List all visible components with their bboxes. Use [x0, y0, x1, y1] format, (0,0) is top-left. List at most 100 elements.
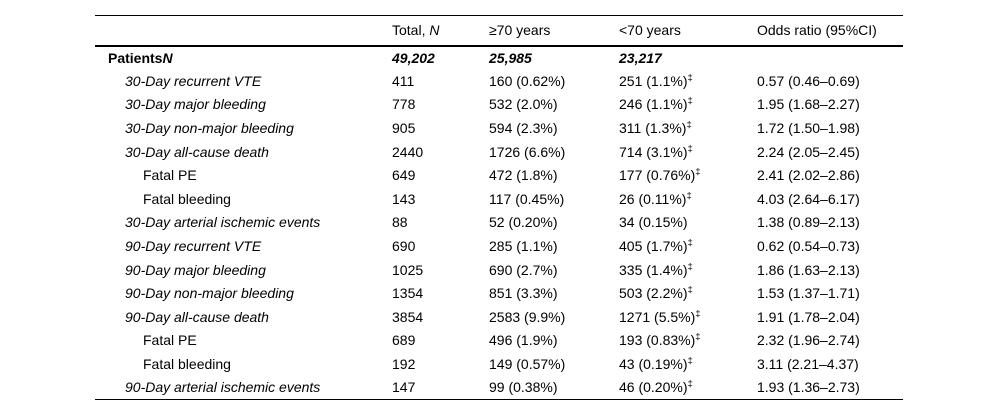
- total-cell: 689: [390, 329, 487, 353]
- odds-ratio-cell: [755, 46, 903, 70]
- odds-ratio-cell-value: 1.86 (1.63–2.13): [757, 261, 860, 278]
- odds-ratio-cell-value: 0.62 (0.54–0.73): [757, 238, 860, 255]
- header-odds-ratio: Odds ratio (95%CI): [755, 15, 903, 47]
- table-row: Fatal PE 649 472 (1.8%) 177 (0.76%)‡ 2.41 (2…: [95, 163, 903, 187]
- row-label: 30-Day major bleeding: [125, 96, 266, 113]
- row-label: 90-Day recurrent VTE: [125, 238, 262, 255]
- total-cell: 411: [390, 69, 487, 93]
- odds-ratio-cell: 1.38 (0.89–2.13): [755, 211, 903, 235]
- lt70-cell: 251 (1.1%)‡: [617, 69, 755, 93]
- ge70-cell: 149 (0.57%): [487, 352, 617, 376]
- row-label-cell: 90-Day all-cause death: [95, 305, 390, 329]
- row-label-cell: 30-Day all-cause death: [95, 140, 390, 164]
- row-label: 90-Day all-cause death: [125, 308, 269, 325]
- row-label-cell: 30-Day major bleeding: [95, 93, 390, 117]
- row-label: 30-Day non-major bleeding: [125, 120, 294, 137]
- total-cell-value: 1025: [392, 261, 424, 278]
- odds-ratio-cell: 1.72 (1.50–1.98): [755, 116, 903, 140]
- lt70-cell-value: 193 (0.83%): [619, 332, 696, 349]
- ge70-cell: 472 (1.8%): [487, 163, 617, 187]
- ge70-cell-value: 594 (2.3%): [489, 120, 558, 137]
- total-cell-value: 192: [392, 356, 416, 373]
- header-total-n-symbol: N: [429, 22, 440, 39]
- total-cell-value: 3854: [392, 308, 424, 325]
- lt70-cell: 335 (1.4%)‡: [617, 258, 755, 282]
- dagger-footnote-marker: ‡: [687, 72, 693, 84]
- lt70-cell: 26 (0.11%)‡: [617, 187, 755, 211]
- lt70-cell-value: 714 (3.1%): [619, 143, 688, 160]
- table-row: 30-Day arterial ischemic events 88 52 (0.2…: [95, 211, 903, 235]
- ge70-cell: 25,985: [487, 46, 617, 70]
- odds-ratio-cell-value: 1.93 (1.36–2.73): [757, 379, 860, 396]
- odds-ratio-cell-value: 2.41 (2.02–2.86): [757, 167, 860, 184]
- odds-ratio-cell: 3.11 (2.21–4.37): [755, 352, 903, 376]
- odds-ratio-cell-value: 1.38 (0.89–2.13): [757, 214, 860, 231]
- row-label-cell: 90-Day arterial ischemic events: [95, 376, 390, 400]
- odds-ratio-cell-value: 1.72 (1.50–1.98): [757, 120, 860, 137]
- lt70-cell: 193 (0.83%)‡: [617, 329, 755, 353]
- total-cell-value: 49,202: [392, 49, 435, 66]
- row-label: Patients: [108, 49, 163, 66]
- odds-ratio-cell: 2.41 (2.02–2.86): [755, 163, 903, 187]
- ge70-cell-value: 149 (0.57%): [489, 356, 566, 373]
- odds-ratio-cell-value: 2.24 (2.05–2.45): [757, 143, 860, 160]
- row-label: 90-Day non-major bleeding: [125, 285, 294, 302]
- row-label: Fatal bleeding: [143, 190, 231, 207]
- dagger-footnote-marker: ‡: [687, 260, 693, 272]
- row-label: 30-Day arterial ischemic events: [125, 214, 321, 231]
- total-cell-value: 143: [392, 190, 416, 207]
- row-label: 30-Day recurrent VTE: [125, 72, 262, 89]
- row-label-n-symbol: N: [162, 49, 173, 66]
- header-ge70-years: ≥70 years: [487, 15, 617, 47]
- row-label: Fatal PE: [143, 332, 197, 349]
- table-row: 90-Day major bleeding 1025 690 (2.7%) 335 (…: [95, 258, 903, 282]
- total-cell-value: 778: [392, 96, 416, 113]
- table-row: 30-Day major bleeding 778 532 (2.0%) 246 (1…: [95, 93, 903, 117]
- dagger-footnote-marker: ‡: [695, 166, 701, 178]
- total-cell-value: 689: [392, 332, 416, 349]
- odds-ratio-cell: 0.57 (0.46–0.69): [755, 69, 903, 93]
- row-label-cell: 30-Day recurrent VTE: [95, 69, 390, 93]
- table-row: 30-Day recurrent VTE 411 160 (0.62%) 251 (1…: [95, 69, 903, 93]
- header-empty-cell: [95, 15, 390, 47]
- total-cell: 143: [390, 187, 487, 211]
- total-cell: 192: [390, 352, 487, 376]
- ge70-cell-value: 690 (2.7%): [489, 261, 558, 278]
- table-row: 90-Day all-cause death 3854 2583 (9.9%) 127…: [95, 305, 903, 329]
- odds-ratio-cell: 1.91 (1.78–2.04): [755, 305, 903, 329]
- lt70-cell: 246 (1.1%)‡: [617, 93, 755, 117]
- total-cell: 778: [390, 93, 487, 117]
- dagger-footnote-marker: ‡: [686, 119, 692, 131]
- total-cell: 88: [390, 211, 487, 235]
- lt70-cell: 405 (1.7%)‡: [617, 234, 755, 258]
- row-label-cell: PatientsN: [95, 46, 390, 70]
- total-cell: 690: [390, 234, 487, 258]
- lt70-cell-value: 177 (0.76%): [619, 167, 696, 184]
- table-row: 90-Day non-major bleeding 1354 851 (3.3%) 5…: [95, 281, 903, 305]
- total-cell: 649: [390, 163, 487, 187]
- dagger-footnote-marker: ‡: [687, 284, 693, 296]
- ge70-cell: 594 (2.3%): [487, 116, 617, 140]
- row-label-cell: 90-Day major bleeding: [95, 258, 390, 282]
- ge70-cell-value: 99 (0.38%): [489, 379, 558, 396]
- odds-ratio-cell-value: 1.53 (1.37–1.71): [757, 285, 860, 302]
- total-cell-value: 690: [392, 238, 416, 255]
- lt70-cell: 43 (0.19%)‡: [617, 352, 755, 376]
- lt70-cell-value: 23,217: [619, 49, 662, 66]
- odds-ratio-cell-value: 0.57 (0.46–0.69): [757, 72, 860, 89]
- ge70-cell-value: 472 (1.8%): [489, 167, 558, 184]
- dagger-footnote-marker: ‡: [695, 308, 701, 320]
- table-row: PatientsN 49,202 25,985 23,217: [95, 46, 903, 70]
- odds-ratio-cell-value: 2.32 (1.96–2.74): [757, 332, 860, 349]
- table-body: PatientsN 49,202 25,985 23,217 30-Day recurr…: [95, 46, 903, 400]
- odds-ratio-cell-value: 1.95 (1.68–2.27): [757, 96, 860, 113]
- dagger-footnote-marker: ‡: [687, 95, 693, 107]
- header-total-prefix: Total,: [392, 22, 430, 39]
- odds-ratio-cell: 2.32 (1.96–2.74): [755, 329, 903, 353]
- row-label-cell: 90-Day non-major bleeding: [95, 281, 390, 305]
- total-cell-value: 1354: [392, 285, 424, 302]
- total-cell: 1025: [390, 258, 487, 282]
- odds-ratio-cell: 1.93 (1.36–2.73): [755, 376, 903, 400]
- row-label-cell: Fatal bleeding: [95, 187, 390, 211]
